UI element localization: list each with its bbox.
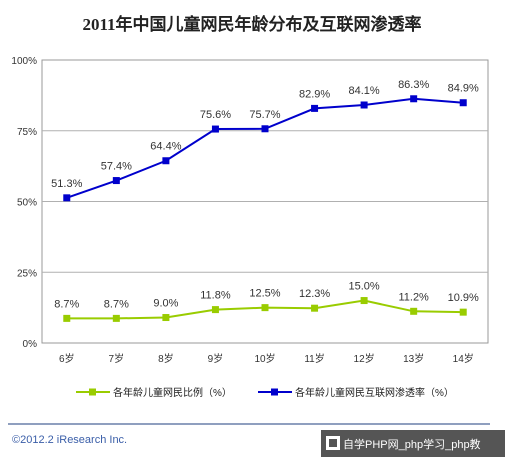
- x-tick-label: 6岁: [59, 352, 75, 365]
- data-label: 84.1%: [349, 85, 380, 97]
- data-label: 82.9%: [299, 88, 330, 100]
- data-point: [459, 99, 467, 107]
- y-tick-label: 0%: [23, 339, 38, 350]
- series-1: [63, 95, 467, 202]
- watermark-background: [321, 430, 505, 457]
- legend-item-penetration-share: 各年龄儿童网民比例（%）: [76, 386, 232, 399]
- legend: 各年龄儿童网民比例（%） 各年龄儿童网民互联网渗透率（%）: [76, 386, 454, 399]
- x-tick-label: 12岁: [354, 352, 375, 365]
- x-tick-label: 14岁: [453, 352, 474, 365]
- x-axis: 6岁 7岁 8岁 9岁 10岁 11岁 12岁 13岁 14岁: [59, 352, 474, 365]
- series-layer: [63, 95, 467, 322]
- data-point: [112, 177, 120, 185]
- data-labels: 8.7% 8.7% 9.0% 11.8% 12.5% 12.3% 15.0% 11.2% 10.…: [51, 79, 479, 311]
- y-tick-label: 25%: [17, 268, 37, 279]
- legend-marker-share: [89, 388, 96, 396]
- data-point: [162, 314, 170, 322]
- x-tick-label: 9岁: [208, 352, 224, 365]
- data-label: 9.0%: [153, 298, 178, 310]
- data-point: [63, 314, 71, 322]
- gridlines: [42, 130, 488, 273]
- data-label: 51.3%: [51, 178, 82, 190]
- y-axis: 0% 25% 50% 75% 100%: [11, 56, 37, 350]
- data-label: 11.2%: [398, 291, 429, 303]
- data-label: 64.4%: [150, 141, 181, 153]
- data-point: [162, 157, 170, 165]
- legend-item-penetration-rate: 各年龄儿童网民互联网渗透率（%）: [258, 386, 454, 399]
- x-tick-label: 11岁: [304, 352, 324, 365]
- x-tick-label: 13岁: [403, 352, 424, 365]
- data-label: 12.3%: [299, 288, 330, 300]
- legend-label-share: 各年龄儿童网民比例（%）: [113, 386, 232, 399]
- data-point: [311, 104, 319, 112]
- data-point: [410, 307, 418, 315]
- data-label: 15.0%: [349, 281, 380, 293]
- x-tick-label: 7岁: [109, 352, 125, 365]
- series-0: [63, 297, 467, 322]
- data-label: 57.4%: [101, 161, 132, 173]
- data-point: [211, 306, 219, 314]
- data-label: 11.8%: [200, 290, 231, 302]
- y-tick-label: 75%: [17, 127, 37, 138]
- data-point: [360, 101, 368, 109]
- copyright-text: ©2012.2 iResearch Inc.: [12, 434, 127, 446]
- data-label: 8.7%: [54, 298, 79, 310]
- data-label: 12.5%: [249, 288, 280, 300]
- data-point: [261, 304, 269, 312]
- data-label: 75.7%: [249, 109, 280, 121]
- data-point: [261, 125, 269, 133]
- data-point: [459, 308, 467, 316]
- data-point: [112, 314, 120, 322]
- watermark-text: 自学PHP网_php学习_php教: [343, 437, 481, 451]
- data-label: 10.9%: [448, 292, 479, 304]
- data-label: 84.9%: [448, 83, 479, 95]
- data-label: 8.7%: [104, 298, 129, 310]
- data-point: [410, 95, 418, 103]
- data-point: [63, 194, 71, 202]
- legend-label-rate: 各年龄儿童网民互联网渗透率（%）: [295, 386, 454, 399]
- y-tick-label: 50%: [17, 198, 37, 209]
- chart-title: 2011年中国儿童网民年龄分布及互联网渗透率: [82, 14, 421, 34]
- data-label: 86.3%: [398, 79, 429, 91]
- watermark-logo-inner: [329, 439, 337, 447]
- y-tick-label: 100%: [11, 56, 37, 67]
- legend-marker-rate: [271, 388, 278, 396]
- watermark: 自学PHP网_php学习_php教: [321, 430, 505, 457]
- data-point: [311, 304, 319, 312]
- data-point: [211, 125, 219, 133]
- x-tick-label: 10岁: [254, 352, 275, 365]
- x-tick-label: 8岁: [158, 352, 174, 365]
- data-point: [360, 297, 368, 305]
- data-label: 75.6%: [200, 109, 231, 121]
